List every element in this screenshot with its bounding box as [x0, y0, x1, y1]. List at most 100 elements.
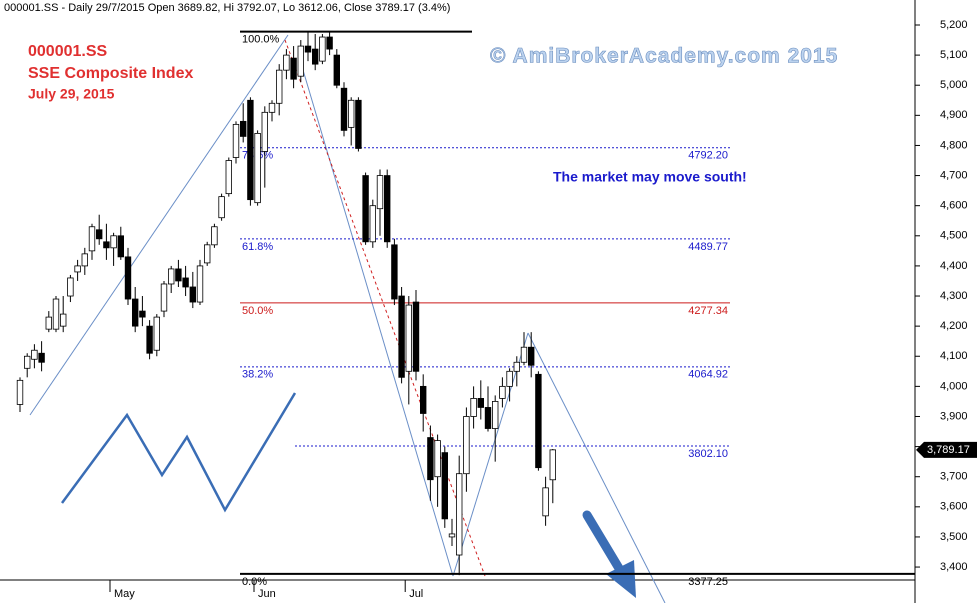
trendline	[527, 332, 666, 603]
candle-body	[398, 295, 405, 378]
candle-body	[542, 487, 549, 517]
y-tick-label: 3,500	[940, 531, 968, 543]
y-tick-label: 4,200	[940, 320, 968, 332]
candle-body	[275, 69, 283, 104]
fib-value-label: 3377.25	[688, 576, 728, 588]
candle-body	[153, 316, 160, 351]
y-tick-label: 5,200	[940, 19, 968, 31]
candle-body	[67, 277, 74, 297]
pattern-zigzag	[60, 392, 297, 513]
candle-body	[326, 36, 333, 50]
candle-body	[499, 385, 506, 399]
candle-body	[434, 440, 441, 478]
annotation: The market may move south!	[553, 169, 747, 185]
candle-body	[96, 229, 103, 240]
fib-percent: 38.2%	[242, 369, 273, 381]
candle-body	[283, 54, 290, 71]
candle-body	[304, 45, 312, 53]
fib-percent: 100.0%	[242, 33, 280, 45]
candle-body	[160, 283, 168, 312]
y-tick-label: 4,300	[940, 290, 968, 302]
fib-percent: 50.0%	[242, 305, 273, 317]
candle-body	[110, 235, 117, 249]
fib-value-label: 4064.92	[688, 369, 728, 381]
candle-body	[470, 398, 477, 417]
price-tag	[916, 441, 977, 458]
price-tag-label: 3,789.17	[927, 444, 970, 456]
candle-body	[203, 244, 211, 264]
candle-body	[60, 313, 67, 327]
candle-body	[347, 99, 355, 128]
candle-body	[52, 298, 60, 330]
candle-body	[81, 253, 88, 267]
candle-body	[167, 268, 175, 285]
candle-body	[254, 133, 261, 204]
trendlines	[29, 34, 666, 603]
x-tick-label: Jul	[409, 588, 423, 600]
candle-body	[218, 196, 225, 219]
candle-body	[355, 99, 362, 149]
chart-header: 000001.SS - Daily 29/7/2015 Open 3689.82…	[4, 2, 450, 14]
candle-body	[376, 175, 384, 210]
x-tick-label: May	[114, 588, 135, 600]
candle-body	[247, 99, 254, 201]
trendline	[452, 332, 529, 577]
candle-body	[369, 205, 376, 243]
candle-body	[124, 256, 132, 300]
candle-body	[427, 437, 434, 481]
candle-body	[405, 304, 412, 372]
candle-body	[290, 57, 297, 80]
fib-percent: 61.8%	[242, 241, 273, 253]
candle-body	[117, 235, 124, 258]
watermark: © AmiBrokerAcademy.com 2015	[490, 45, 838, 68]
candle-body	[520, 346, 528, 363]
candle-body	[146, 325, 153, 354]
candle-body	[189, 286, 196, 303]
candle-body	[261, 111, 268, 152]
fib-value-label: 4277.34	[688, 305, 728, 317]
candle-body	[88, 226, 96, 252]
candles	[16, 31, 556, 576]
y-tick-label: 3,400	[940, 561, 968, 573]
candle-body	[139, 310, 146, 318]
candle-body	[225, 160, 232, 195]
candle-body	[383, 175, 391, 243]
chart-subtitle: SSE Composite Index	[28, 65, 193, 82]
candle-body	[239, 120, 247, 137]
y-tick-label: 5,100	[940, 49, 968, 61]
candle-body	[175, 268, 182, 282]
fib-value-label: 3802.10	[688, 448, 728, 460]
y-tick-label: 4,500	[940, 230, 968, 242]
candle-body	[232, 123, 240, 158]
candle-body	[455, 473, 463, 556]
candle-body	[419, 385, 427, 414]
chart-title: 000001.SS	[28, 43, 108, 60]
y-tick-label: 4,100	[940, 350, 968, 362]
candle-body	[491, 401, 499, 429]
candle-body	[513, 361, 520, 372]
candle-body	[268, 102, 276, 113]
arrow-head	[606, 560, 636, 598]
x-tick-label: Jun	[258, 588, 276, 600]
fib-value-label: 4489.77	[688, 241, 728, 253]
candle-body	[549, 449, 556, 481]
y-tick-label: 4,700	[940, 169, 968, 181]
y-tick-label: 4,800	[940, 139, 968, 151]
candle-body	[484, 407, 492, 429]
candle-body	[506, 370, 513, 387]
fib-value-label: 4792.20	[688, 150, 728, 162]
candle-body	[45, 316, 52, 330]
date-label: July 29, 2015	[28, 86, 115, 102]
candle-body	[441, 452, 448, 520]
y-tick-label: 4,000	[940, 380, 968, 392]
candle-body	[211, 226, 218, 246]
candle-body	[340, 87, 348, 131]
y-tick-label: 5,000	[940, 79, 968, 91]
fib-percent: 0.0%	[242, 576, 267, 588]
candle-body	[391, 244, 398, 300]
candle-body	[319, 36, 326, 62]
trendline	[29, 34, 289, 416]
arrow-shaft	[582, 510, 625, 575]
